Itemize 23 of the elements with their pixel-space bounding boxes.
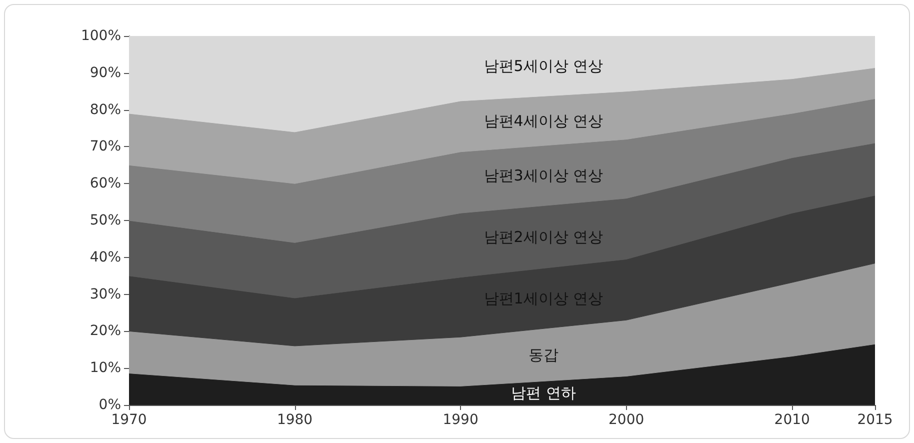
y-tick-label: 0% bbox=[98, 397, 121, 413]
y-tick-label: 60% bbox=[90, 176, 121, 192]
x-tick-label: 1990 bbox=[442, 412, 478, 428]
y-tick-label: 10% bbox=[90, 360, 121, 376]
y-tick-label: 40% bbox=[90, 249, 121, 266]
x-tick-label: 1970 bbox=[111, 412, 147, 428]
series-label: 남편4세이상 연상 bbox=[484, 112, 604, 130]
y-tick-label: 20% bbox=[90, 323, 121, 340]
y-tick-label: 90% bbox=[90, 64, 121, 81]
y-tick-label: 70% bbox=[90, 138, 121, 155]
series-label: 남편3세이상 연상 bbox=[484, 166, 604, 185]
x-tick-label: 2010 bbox=[774, 412, 810, 428]
y-tick-label: 100% bbox=[80, 28, 121, 44]
series-label: 남편 연하 bbox=[511, 384, 576, 402]
series-label: 남편5세이상 연상 bbox=[484, 57, 604, 76]
series-label: 남편2세이상 연상 bbox=[484, 228, 604, 246]
x-tick-label: 2015 bbox=[857, 412, 893, 428]
series-label: 동갑 bbox=[528, 346, 558, 364]
x-tick-label: 1980 bbox=[276, 412, 313, 428]
y-tick-label: 30% bbox=[90, 286, 121, 302]
y-tick-label: 80% bbox=[90, 102, 121, 118]
y-tick-label: 50% bbox=[90, 212, 121, 228]
x-tick-label: 2000 bbox=[608, 412, 644, 428]
